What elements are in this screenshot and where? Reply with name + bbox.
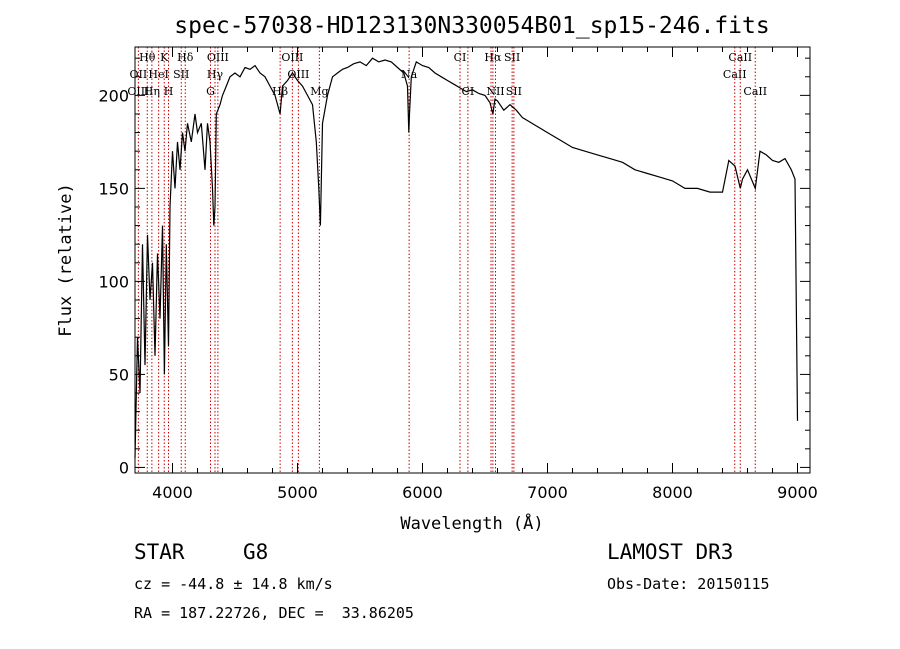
spectral-line-label: SII [173, 68, 189, 81]
x-tick-label: 8000 [652, 483, 693, 502]
x-axis-label: Wavelength (Å) [400, 512, 543, 534]
spectral-line-label: Mg [310, 85, 328, 98]
x-tick-label: 4000 [152, 483, 193, 502]
y-tick-label: 0 [119, 458, 129, 477]
spectral-line-label: OIII [127, 85, 149, 98]
x-tick-label: 6000 [402, 483, 443, 502]
series-group [134, 57, 799, 459]
x-tick-label: 7000 [527, 483, 568, 502]
spectral-line-label: Na [401, 68, 418, 81]
spectral-line-label: H [164, 85, 174, 98]
spectral-line-label: HeI [148, 68, 168, 81]
chart-title: spec-57038-HD123130N330054B01_sp15-246.f… [174, 13, 769, 39]
x-tick-label: 5000 [277, 483, 318, 502]
survey-name: LAMOST DR3 [607, 540, 734, 564]
spectral-line-label: CaII [728, 51, 752, 64]
object-class: STAR [134, 540, 185, 564]
line-marker-group [137, 47, 756, 473]
spectral-line-label: NII [486, 85, 504, 98]
spectrum-line-flux [134, 57, 799, 459]
spectral-line-label: CaII [743, 85, 767, 98]
spectral-line-label: Hη [144, 85, 160, 98]
spectral-line-label: K [160, 51, 169, 64]
plot-frame [134, 46, 811, 474]
y-tick-label: 150 [98, 179, 129, 198]
y-tick-label: 50 [109, 365, 129, 384]
y-axis-label: Flux (relative) [56, 183, 76, 337]
spectral-line-label: SII [504, 51, 520, 64]
spectral-line-label: OII [130, 68, 148, 81]
spectral-line-label: G [206, 85, 215, 98]
spectral-line-label: Hθ [139, 51, 156, 64]
spectral-line-label: SII [506, 85, 522, 98]
observation-date: Obs-Date: 20150115 [607, 575, 770, 593]
spectral-line-label: OIII [207, 51, 229, 64]
x-tick-label: 9000 [777, 483, 818, 502]
spectral-line-label: OIII [281, 51, 303, 64]
spectral-line-label: Hδ [177, 51, 194, 64]
spectral-line-label: CI [454, 51, 467, 64]
spectral-line-label: CaII [723, 68, 747, 81]
y-tick-label: 200 [98, 86, 129, 105]
y-axis: 0 50 100 150 200 [98, 57, 810, 477]
y-tick-label: 100 [98, 272, 129, 291]
x-axis: 4000 5000 6000 7000 8000 9000 [152, 47, 818, 502]
coordinates-readout: RA = 187.22726, DEC = 33.86205 [134, 604, 414, 622]
redshift-readout: cz = -44.8 ± 14.8 km/s [134, 575, 333, 593]
spectral-line-label: OIII [287, 68, 309, 81]
spectral-line-label: Hβ [272, 85, 288, 98]
spectral-line-label: Hα [484, 51, 502, 64]
spectral-line-label: Hγ [207, 68, 224, 81]
object-subclass: G8 [243, 540, 269, 564]
spectrum-chart: spec-57038-HD123130N330054B01_sp15-246.f… [56, 13, 818, 534]
